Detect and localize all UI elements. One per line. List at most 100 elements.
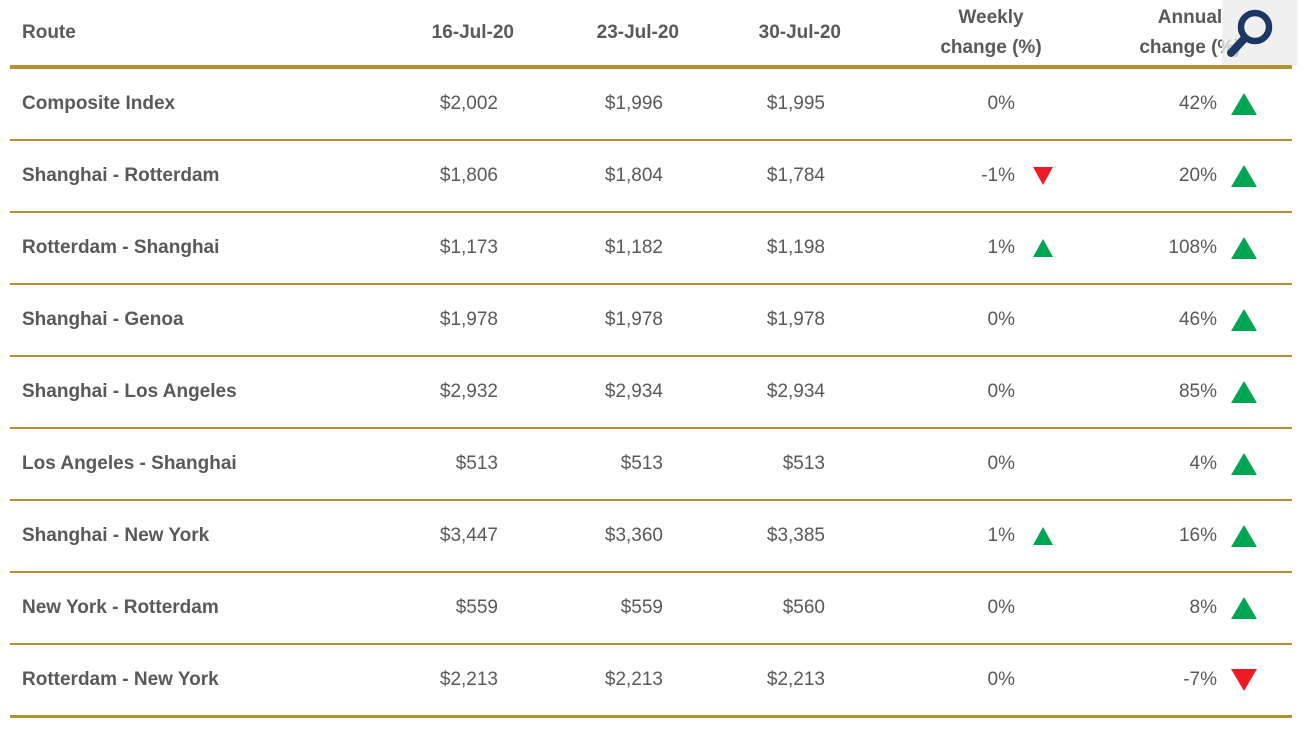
annual-change-cell: 108% bbox=[1059, 212, 1292, 285]
annual-change-cell: 4% bbox=[1059, 428, 1292, 501]
rate-cell-week3: $513 bbox=[685, 428, 847, 501]
rate-cell-week3: $2,213 bbox=[685, 644, 847, 718]
rate-cell-week3: $1,784 bbox=[685, 140, 847, 213]
rate-cell-week1: $1,173 bbox=[360, 212, 520, 285]
annual-change-arrow-slot bbox=[1217, 164, 1257, 187]
annual-change-arrow-slot bbox=[1217, 524, 1257, 547]
up-triangle-icon bbox=[1231, 92, 1257, 115]
table-row: Composite Index $2,002 $1,996 $1,995 0% … bbox=[10, 67, 1292, 141]
weekly-change-cell: 0% bbox=[847, 284, 1059, 357]
route-cell: New York - Rotterdam bbox=[10, 572, 360, 645]
route-cell: Shanghai - Rotterdam bbox=[10, 140, 360, 213]
table-row: Shanghai - New York $3,447 $3,360 $3,385… bbox=[10, 500, 1292, 573]
annual-change-value: 108% bbox=[1168, 237, 1217, 259]
up-triangle-icon bbox=[1231, 452, 1257, 475]
rate-cell-week2: $1,996 bbox=[520, 67, 685, 141]
annual-change-arrow-slot bbox=[1217, 452, 1257, 475]
rate-cell-week2: $1,182 bbox=[520, 212, 685, 285]
annual-change-value: 42% bbox=[1178, 93, 1217, 115]
annual-change-cell: 16% bbox=[1059, 500, 1292, 573]
route-cell: Rotterdam - New York bbox=[10, 644, 360, 718]
table-row: New York - Rotterdam $559 $559 $560 0% 8… bbox=[10, 572, 1292, 645]
column-header-route: Route bbox=[10, 0, 360, 69]
table-row: Shanghai - Rotterdam $1,806 $1,804 $1,78… bbox=[10, 140, 1292, 213]
rate-cell-week1: $2,002 bbox=[360, 67, 520, 141]
table-body: Composite Index $2,002 $1,996 $1,995 0% … bbox=[10, 67, 1292, 718]
route-cell: Shanghai - Genoa bbox=[10, 284, 360, 357]
weekly-change-cell: 0% bbox=[847, 67, 1059, 141]
up-triangle-icon bbox=[1231, 380, 1257, 403]
weekly-change-value: 0% bbox=[987, 597, 1015, 618]
column-header-date-1: 16-Jul-20 bbox=[360, 0, 520, 69]
magnifier-icon bbox=[1227, 9, 1273, 57]
weekly-change-value: 0% bbox=[987, 669, 1015, 690]
up-triangle-icon bbox=[1231, 164, 1257, 187]
weekly-change-arrow-slot bbox=[1015, 165, 1053, 187]
rate-cell-week2: $1,978 bbox=[520, 284, 685, 357]
rate-cell-week1: $1,978 bbox=[360, 284, 520, 357]
up-triangle-icon bbox=[1231, 524, 1257, 547]
annual-change-value: 46% bbox=[1178, 309, 1217, 331]
annual-change-value: 16% bbox=[1178, 525, 1217, 547]
zoom-button[interactable] bbox=[1222, 0, 1298, 65]
annual-change-arrow-slot bbox=[1217, 668, 1257, 691]
route-cell: Shanghai - Los Angeles bbox=[10, 356, 360, 429]
rate-cell-week3: $1,995 bbox=[685, 67, 847, 141]
weekly-change-value: 0% bbox=[987, 309, 1015, 330]
weekly-change-value: -1% bbox=[981, 165, 1015, 186]
route-cell: Rotterdam - Shanghai bbox=[10, 212, 360, 285]
weekly-change-cell: 0% bbox=[847, 572, 1059, 645]
annual-change-value: -7% bbox=[1183, 669, 1217, 691]
rate-cell-week3: $1,198 bbox=[685, 212, 847, 285]
column-header-weekly-change-label: Weekly change (%) bbox=[940, 7, 1042, 58]
up-triangle-icon bbox=[1231, 596, 1257, 619]
table-row: Rotterdam - New York $2,213 $2,213 $2,21… bbox=[10, 644, 1292, 718]
weekly-change-cell: 1% bbox=[847, 500, 1059, 573]
annual-change-arrow-slot bbox=[1217, 596, 1257, 619]
header-row: Route 16-Jul-20 23-Jul-20 30-Jul-20 Week… bbox=[10, 0, 1292, 69]
column-header-date-2: 23-Jul-20 bbox=[520, 0, 685, 69]
weekly-change-cell: -1% bbox=[847, 140, 1059, 213]
annual-change-cell: 8% bbox=[1059, 572, 1292, 645]
annual-change-cell: 46% bbox=[1059, 284, 1292, 357]
rate-cell-week1: $2,932 bbox=[360, 356, 520, 429]
annual-change-cell: -7% bbox=[1059, 644, 1292, 718]
rate-cell-week2: $559 bbox=[520, 572, 685, 645]
up-triangle-icon bbox=[1231, 308, 1257, 331]
annual-change-arrow-slot bbox=[1217, 308, 1257, 331]
rate-cell-week2: $3,360 bbox=[520, 500, 685, 573]
rate-cell-week2: $1,804 bbox=[520, 140, 685, 213]
rate-cell-week1: $513 bbox=[360, 428, 520, 501]
annual-change-cell: 85% bbox=[1059, 356, 1292, 429]
weekly-change-value: 0% bbox=[987, 93, 1015, 114]
annual-change-value: 4% bbox=[1189, 453, 1217, 475]
weekly-change-cell: 0% bbox=[847, 428, 1059, 501]
table-row: Los Angeles - Shanghai $513 $513 $513 0%… bbox=[10, 428, 1292, 501]
annual-change-arrow-slot bbox=[1217, 92, 1257, 115]
weekly-change-value: 0% bbox=[987, 381, 1015, 402]
rate-cell-week2: $513 bbox=[520, 428, 685, 501]
rate-cell-week3: $560 bbox=[685, 572, 847, 645]
weekly-change-value: 1% bbox=[987, 525, 1015, 546]
annual-change-value: 8% bbox=[1189, 597, 1217, 619]
weekly-change-arrow-slot bbox=[1015, 525, 1053, 547]
weekly-change-value: 0% bbox=[987, 453, 1015, 474]
up-triangle-icon bbox=[1231, 236, 1257, 259]
rate-cell-week2: $2,934 bbox=[520, 356, 685, 429]
down-triangle-icon bbox=[1033, 166, 1053, 185]
weekly-change-arrow-slot bbox=[1015, 237, 1053, 259]
annual-change-value: 85% bbox=[1178, 381, 1217, 403]
rate-cell-week3: $2,934 bbox=[685, 356, 847, 429]
up-triangle-icon bbox=[1033, 238, 1053, 257]
weekly-change-value: 1% bbox=[987, 237, 1015, 258]
route-cell: Composite Index bbox=[10, 67, 360, 141]
column-header-date-3: 30-Jul-20 bbox=[685, 0, 847, 69]
annual-change-arrow-slot bbox=[1217, 380, 1257, 403]
rate-cell-week1: $2,213 bbox=[360, 644, 520, 718]
table-row: Shanghai - Genoa $1,978 $1,978 $1,978 0%… bbox=[10, 284, 1292, 357]
rate-cell-week2: $2,213 bbox=[520, 644, 685, 718]
weekly-change-cell: 0% bbox=[847, 644, 1059, 718]
rate-cell-week3: $1,978 bbox=[685, 284, 847, 357]
weekly-change-cell: 0% bbox=[847, 356, 1059, 429]
up-triangle-icon bbox=[1033, 526, 1053, 545]
